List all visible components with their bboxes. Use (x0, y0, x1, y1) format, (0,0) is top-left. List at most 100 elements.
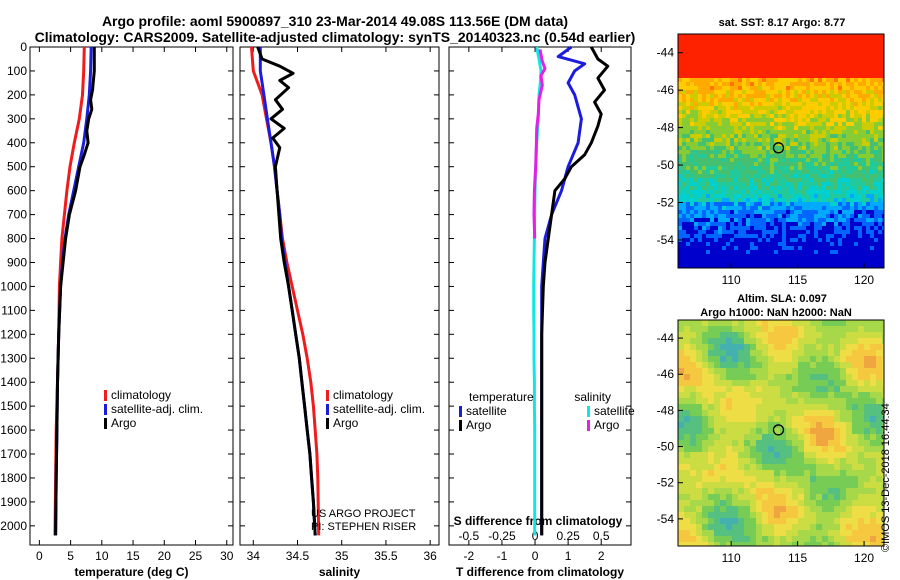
series-line-satellite (540, 45, 587, 536)
map-cell (882, 494, 884, 500)
map-cell (756, 338, 762, 344)
map-cell (730, 266, 734, 268)
map-cell (854, 110, 858, 114)
map-y-tick-label: -50 (657, 440, 675, 454)
map-cell (768, 410, 774, 416)
map-cell (738, 234, 742, 238)
map-cell (722, 50, 726, 54)
map-cell (678, 58, 682, 62)
map-cell (858, 416, 864, 422)
map-cell (798, 62, 802, 66)
map-cell (738, 90, 742, 94)
map-cell (828, 392, 834, 398)
map-cell (874, 122, 878, 126)
map-cell (846, 194, 850, 198)
map-cell (682, 166, 686, 170)
map-cell (730, 114, 734, 118)
map-cell (792, 536, 798, 542)
map-cell (726, 524, 732, 530)
map-cell (870, 118, 874, 122)
map-cell (838, 82, 842, 86)
map-cell (878, 230, 882, 234)
map-cell (706, 46, 710, 50)
map-cell (718, 118, 722, 122)
map-cell (850, 266, 854, 268)
map-cell (762, 242, 766, 246)
map-cell (874, 214, 878, 218)
map-cell (682, 130, 686, 134)
map-cell (706, 194, 710, 198)
map-cell (782, 70, 786, 74)
map-cell (766, 198, 770, 202)
map-cell (822, 470, 828, 476)
map-cell (702, 106, 706, 110)
map-cell (754, 62, 758, 66)
map-cell (814, 102, 818, 106)
map-cell (722, 114, 726, 118)
map-cell (754, 122, 758, 126)
map-cell (726, 62, 730, 66)
map-cell (794, 218, 798, 222)
map-cell (782, 210, 786, 214)
map-cell (874, 166, 878, 170)
map-cell (714, 374, 720, 380)
map-cell (768, 452, 774, 458)
map-cell (726, 356, 732, 362)
map-cell (846, 94, 850, 98)
map-cell (682, 74, 686, 78)
map-cell (842, 206, 846, 210)
map-cell (786, 500, 792, 506)
map-cell (804, 458, 810, 464)
map-cell (842, 198, 846, 202)
map-cell (842, 102, 846, 106)
map-cell (830, 50, 834, 54)
map-cell (850, 150, 854, 154)
map-cell (774, 78, 778, 82)
map-cell (746, 138, 750, 142)
map-cell (818, 166, 822, 170)
map-cell (810, 500, 816, 506)
map-cell (802, 46, 806, 50)
map-cell (738, 74, 742, 78)
map-cell (826, 226, 830, 230)
map-cell (854, 242, 858, 246)
map-cell (786, 404, 792, 410)
map-cell (882, 542, 884, 546)
map-cell (738, 106, 742, 110)
map-cell (758, 198, 762, 202)
map-cell (826, 246, 830, 250)
map-cell (744, 452, 750, 458)
map-cell (810, 122, 814, 126)
map-cell (762, 362, 768, 368)
map-cell (790, 114, 794, 118)
map-cell (834, 114, 838, 118)
map-cell (878, 70, 882, 74)
map-cell (718, 166, 722, 170)
map-cell (790, 246, 794, 250)
map-cell (790, 262, 794, 266)
map-cell (794, 70, 798, 74)
map-cell (770, 142, 774, 146)
map-cell (858, 46, 862, 50)
map-cell (774, 476, 780, 482)
map-cell (718, 126, 722, 130)
map-cell (750, 214, 754, 218)
map-cell (834, 38, 838, 42)
map-cell (706, 86, 710, 90)
map-cell (878, 266, 882, 268)
map-cell (866, 146, 870, 150)
map-cell (730, 122, 734, 126)
map-cell (682, 90, 686, 94)
map-cell (802, 50, 806, 54)
map-cell (878, 170, 882, 174)
map-cell (770, 166, 774, 170)
map-cell (702, 66, 706, 70)
map-cell (750, 62, 754, 66)
map-cell (702, 138, 706, 142)
map-cell (838, 226, 842, 230)
map-cell (690, 500, 696, 506)
map-cell (798, 154, 802, 158)
map-cell (862, 90, 866, 94)
map-cell (762, 50, 766, 54)
map-cell (706, 138, 710, 142)
